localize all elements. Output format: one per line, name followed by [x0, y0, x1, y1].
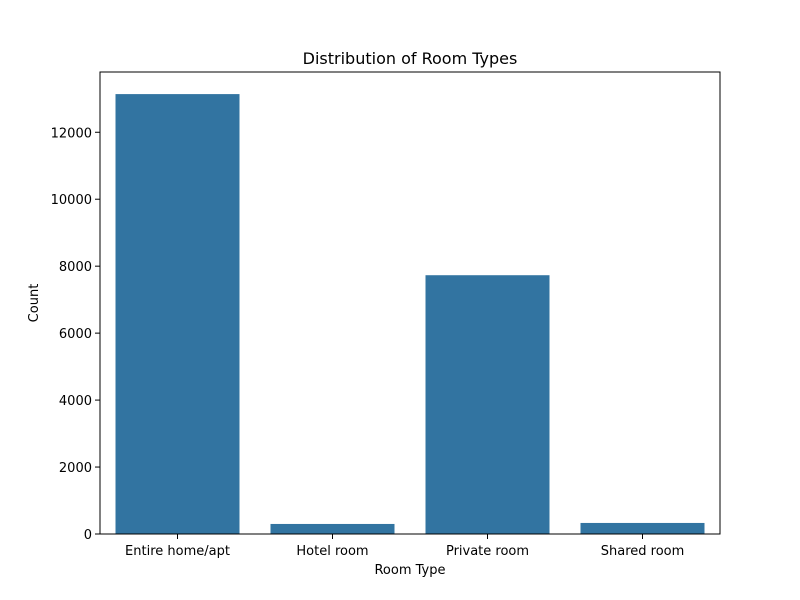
chart-title: Distribution of Room Types [303, 49, 518, 68]
y-tick-label: 4000 [59, 394, 92, 409]
y-axis: 0 2000 4000 6000 8000 10000 12000 [51, 126, 100, 543]
y-tick-label: 8000 [59, 260, 92, 275]
y-axis-title: Count [27, 284, 42, 323]
bar-entire-home-apt [115, 94, 240, 535]
y-tick-label: 0 [84, 528, 92, 543]
plot-frame [99, 71, 721, 535]
y-tick-label: 2000 [59, 461, 92, 476]
x-axis-title: Room Type [374, 563, 445, 578]
x-tick-label: Entire home/apt [125, 544, 230, 559]
x-tick-label: Shared room [601, 544, 685, 559]
x-tick-label: Private room [446, 544, 529, 559]
bars-group [115, 94, 705, 535]
y-tick-label: 6000 [59, 327, 92, 342]
bar-private-room [425, 275, 550, 534]
x-tick-label: Hotel room [296, 544, 368, 559]
bar-shared-room [580, 522, 705, 534]
y-tick-label: 10000 [51, 193, 92, 208]
bar-hotel-room [270, 523, 395, 534]
y-tick-label: 12000 [51, 126, 92, 141]
x-axis: Entire home/apt Hotel room Private room Sha… [125, 534, 684, 559]
